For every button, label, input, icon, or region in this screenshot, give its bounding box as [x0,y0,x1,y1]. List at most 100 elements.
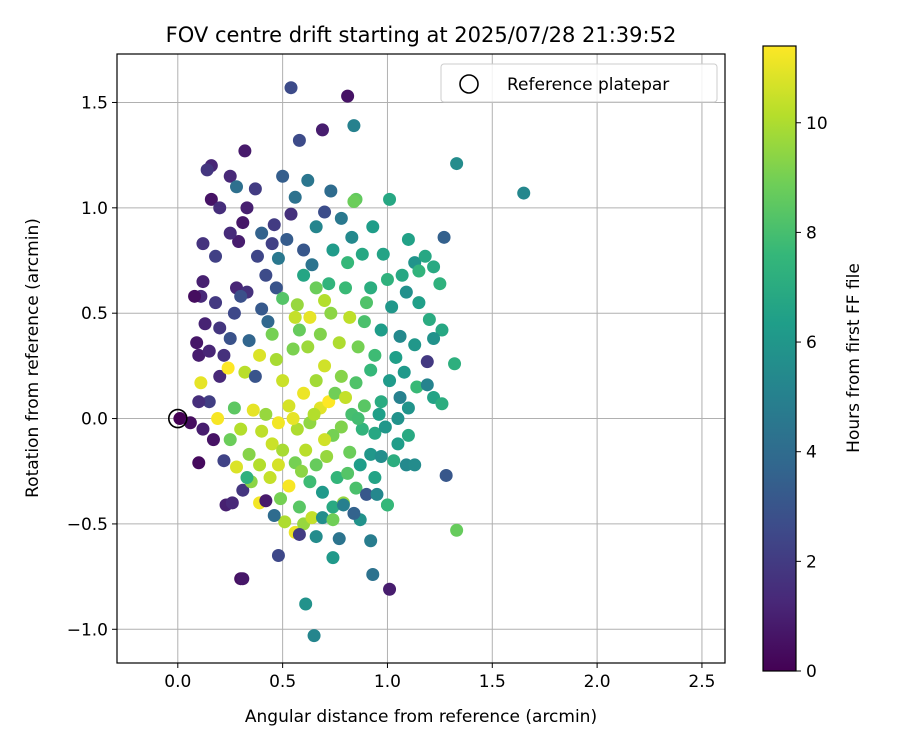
data-point [288,310,302,324]
data-point [294,464,308,478]
data-point [194,376,208,390]
data-point [301,340,315,354]
data-point [368,471,382,485]
data-point [280,232,294,246]
data-point [211,412,225,426]
data-point [355,247,369,261]
data-point [383,582,397,596]
data-point [227,401,241,415]
data-point [334,369,348,383]
data-point [420,378,434,392]
data-point [217,454,231,468]
data-point [238,144,252,158]
data-point [265,237,279,251]
reference-marker-layer [168,408,188,429]
data-point [374,323,388,337]
data-point [278,515,292,529]
data-point [357,315,371,329]
reference-platepar-marker [168,408,188,429]
data-point [322,277,336,291]
legend: Reference platepar [440,63,718,103]
data-point [309,374,323,388]
data-point [284,81,298,95]
data-point [383,192,397,206]
data-point [236,572,250,586]
data-point [276,443,290,457]
y-tick-label: 0.5 [81,304,108,324]
data-point [399,285,413,299]
data-point [353,458,367,472]
data-point [225,496,239,510]
legend-entry-reference-platepar: Reference platepar [507,75,669,95]
data-point [378,420,392,434]
data-point [261,315,275,329]
data-point [320,449,334,463]
x-tick-label: 2.0 [584,672,611,692]
data-point [234,422,248,436]
data-point [324,306,338,320]
data-point [368,426,382,440]
colorbar-tick-label: 10 [806,114,828,134]
x-tick-label: 1.0 [374,672,401,692]
data-point [230,180,244,194]
data-point [255,302,269,316]
data-point [341,256,355,270]
data-point [259,407,273,421]
data-point [230,460,244,474]
data-point [450,523,464,537]
colorbar-tick-label: 0 [806,662,817,682]
y-axis-label: Rotation from reference (arcmin) [23,218,43,498]
data-point [303,475,317,489]
data-point [255,226,269,240]
data-point [318,294,332,308]
data-point [315,123,329,137]
data-point [326,500,340,514]
data-point [393,329,407,343]
data-point [364,281,378,295]
data-point [255,424,269,438]
data-point [345,230,359,244]
data-point [309,530,323,544]
data-point [290,298,304,312]
data-point [221,361,235,375]
data-point [336,498,350,512]
data-point [269,353,283,367]
data-point [370,487,384,501]
data-point [349,376,363,390]
data-point [318,359,332,373]
data-point [410,380,424,394]
data-point [315,511,329,525]
data-point [401,232,415,246]
plot-frame [116,53,726,664]
data-point [236,483,250,497]
data-point [299,597,313,611]
data-point [263,471,277,485]
data-point [297,243,311,257]
x-axis-ticks: 0.0 0.5 1.0 1.5 2.0 2.5 [164,663,715,692]
data-point [288,190,302,204]
data-point [408,338,422,352]
data-point [223,433,237,447]
data-point [190,336,204,350]
data-point [292,500,306,514]
data-point [242,334,256,348]
data-point [192,395,206,409]
data-point [380,272,394,286]
data-point [332,336,346,350]
data-point [248,182,262,196]
data-point [292,133,306,147]
data-point [206,433,220,447]
y-tick-label: 0.0 [81,410,108,430]
data-point [267,508,281,522]
x-tick-label: 1.5 [479,672,506,692]
colorbar-tick-label: 6 [806,333,817,353]
x-tick-label: 0.5 [269,672,296,692]
data-point [301,173,315,187]
data-point [437,230,451,244]
data-point [196,275,210,289]
y-tick-label: 1.0 [81,199,108,219]
data-point [282,479,296,493]
data-point [412,264,426,278]
data-point [313,327,327,341]
